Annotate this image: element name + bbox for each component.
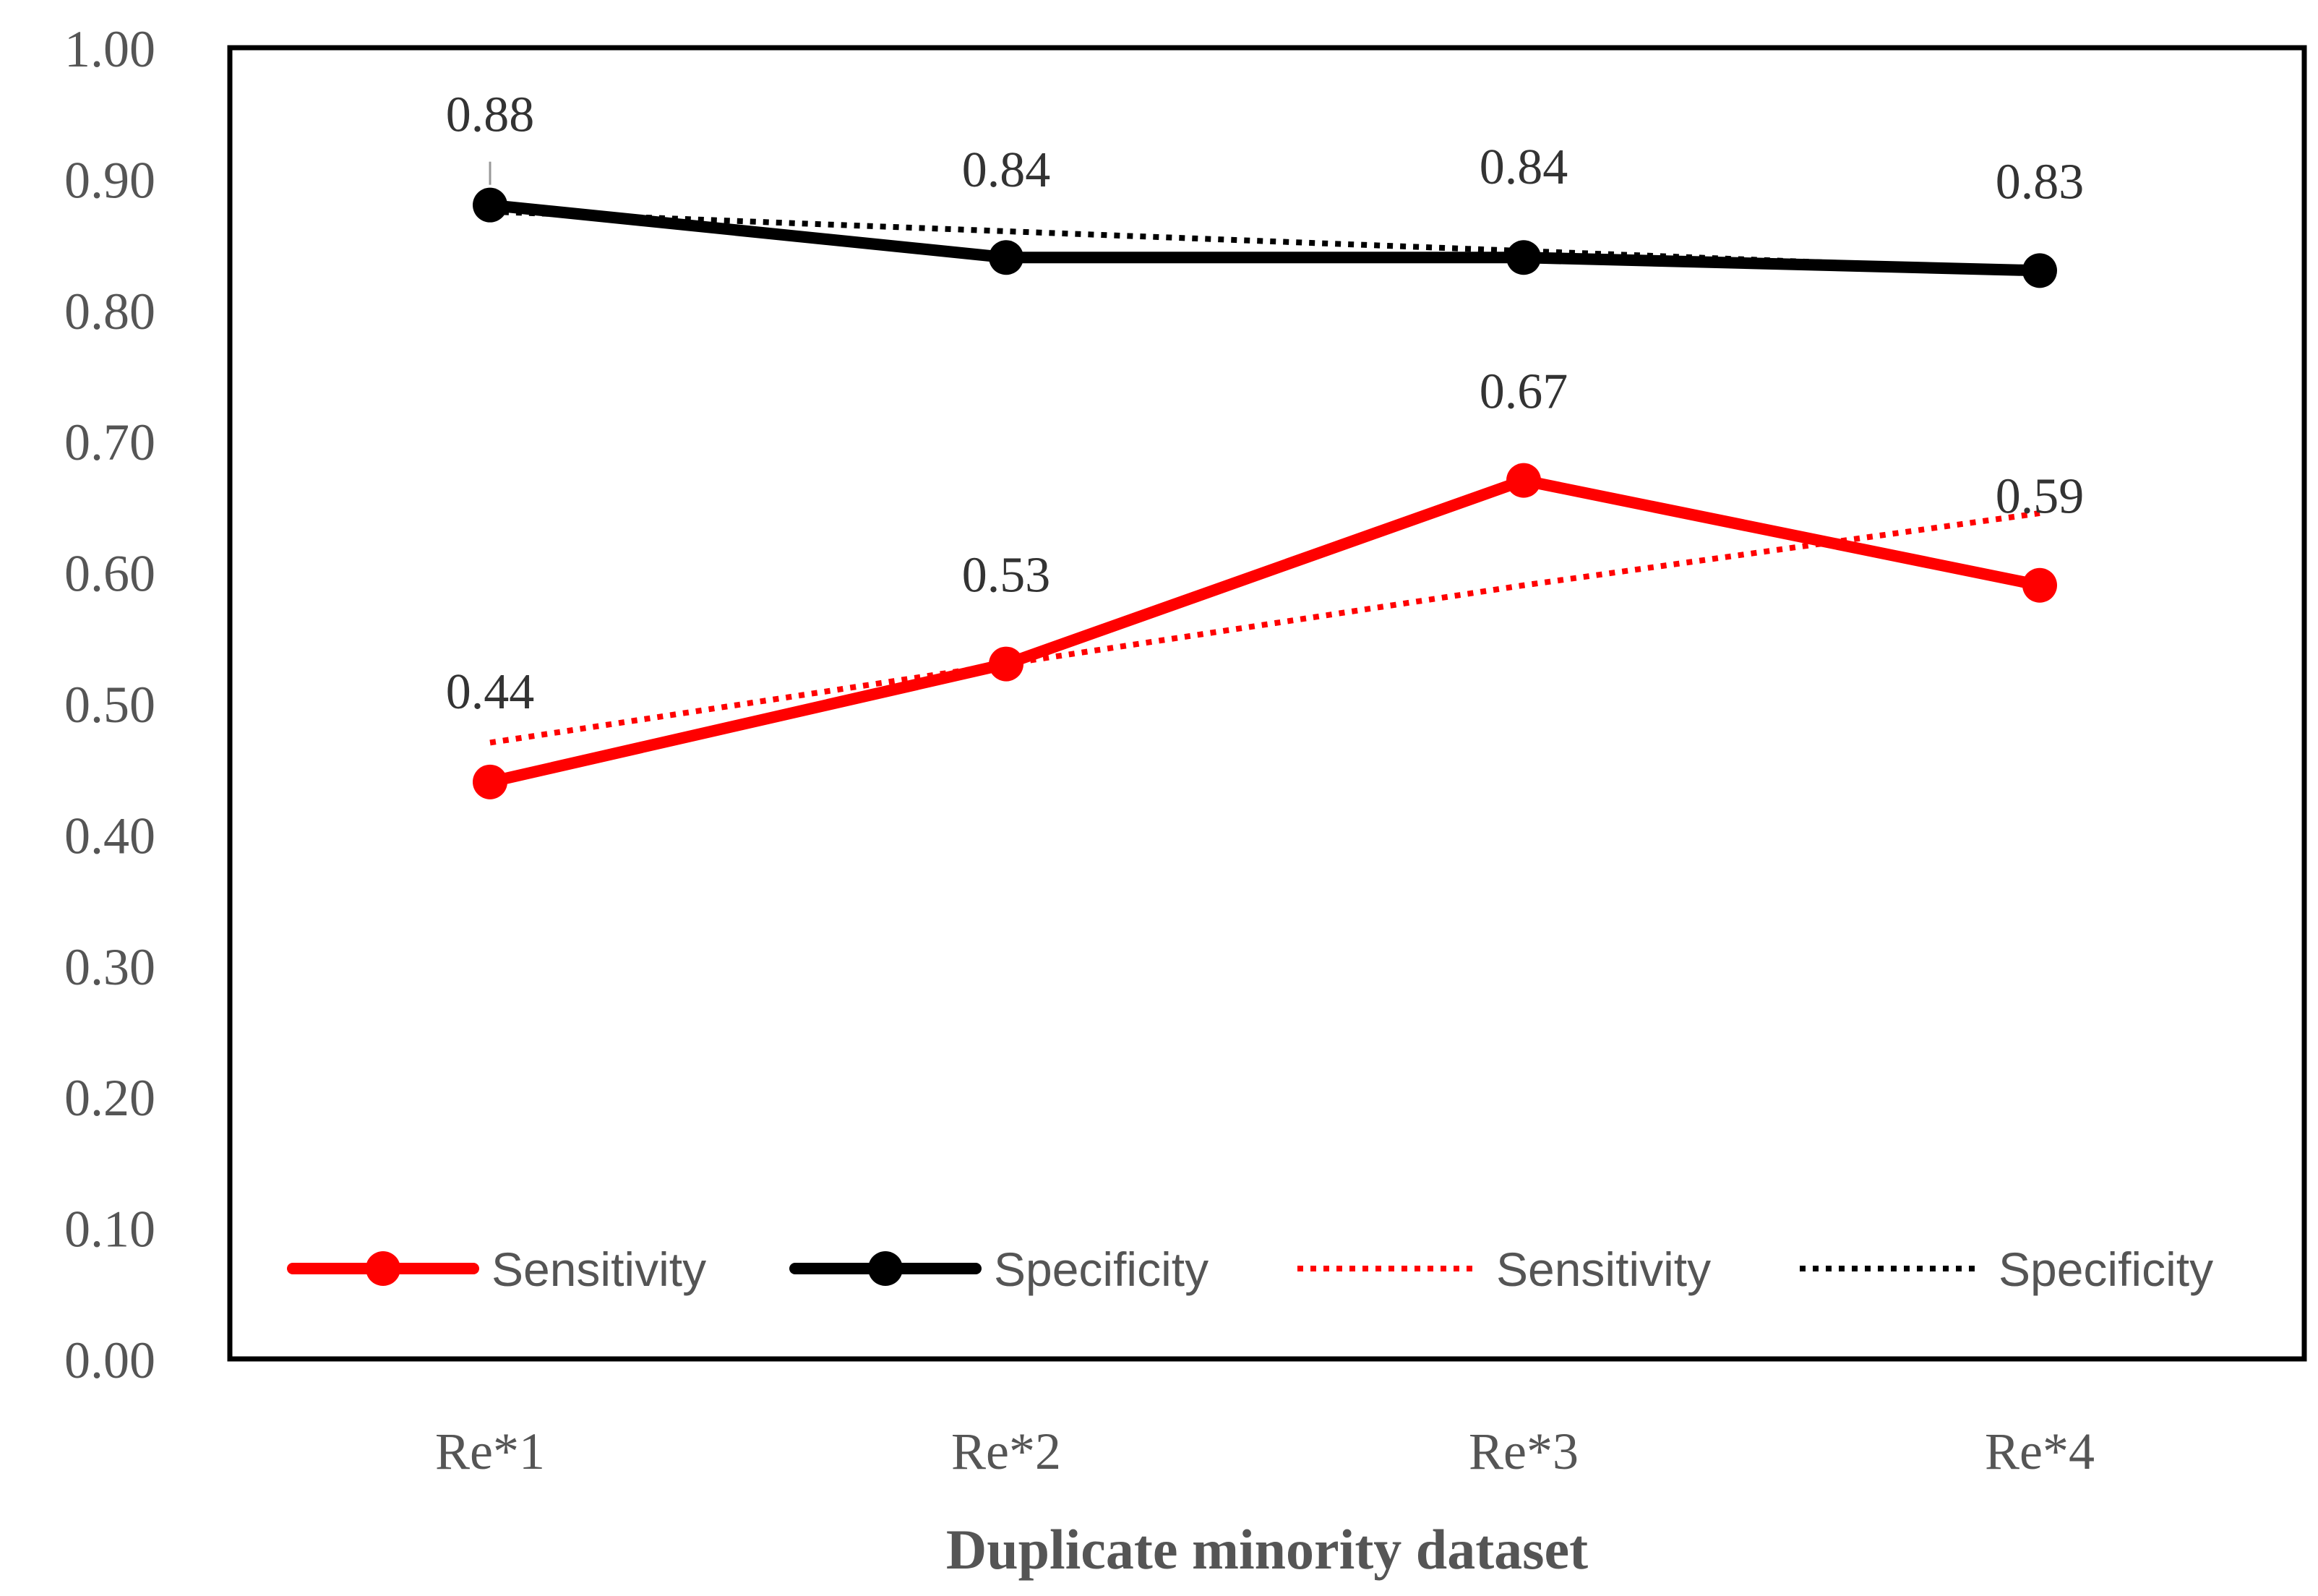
sensitivity-series-line — [484, 474, 2046, 788]
y-tick-label: 0.20 — [64, 1069, 155, 1127]
specificity-data-point — [473, 187, 507, 223]
specificity-data-point — [2022, 253, 2057, 288]
legend-label-sensitivity-trendline: Sensitivity — [1496, 1243, 1711, 1296]
y-tick-label: 0.60 — [64, 545, 155, 603]
specificity-series-line — [484, 199, 2046, 277]
legend-label-specificity: Specificity — [994, 1243, 1209, 1296]
specificity-data-label: 0.84 — [962, 142, 1051, 198]
y-tick-label: 0.70 — [64, 413, 155, 471]
legend-marker-sensitivity — [366, 1251, 400, 1286]
x-tick-label: Re*3 — [1469, 1423, 1579, 1480]
y-tick-label: 0.30 — [64, 938, 155, 996]
legend-marker-specificity — [868, 1251, 903, 1286]
y-tick-label: 0.50 — [64, 676, 155, 734]
y-tick-label: 1.00 — [64, 20, 155, 78]
specificity-data-point — [1506, 240, 1541, 275]
specificity-data-label: 0.88 — [446, 87, 535, 143]
specificity-data-point — [989, 240, 1023, 275]
x-tick-label: Re*1 — [435, 1423, 545, 1480]
sensitivity-data-label: 0.44 — [446, 664, 535, 720]
specificity-data-label: 0.84 — [1480, 140, 1568, 195]
y-tick-label: 0.00 — [64, 1331, 155, 1389]
y-tick-label: 0.80 — [64, 283, 155, 340]
sensitivity-trendline — [489, 510, 2040, 746]
x-tick-label: Re*4 — [1985, 1423, 2095, 1480]
x-tick-label: Re*2 — [951, 1423, 1061, 1480]
y-tick-label: 0.90 — [64, 151, 155, 209]
plot-area-frame — [227, 45, 2307, 1362]
sensitivity-data-point — [473, 764, 507, 799]
sensitivity-data-point — [2022, 567, 2057, 603]
sensitivity-data-point — [989, 646, 1023, 682]
specificity-data-label: 0.83 — [1996, 154, 2085, 210]
legend-label-sensitivity: Sensitivity — [491, 1243, 706, 1296]
sensitivity-data-point — [1506, 463, 1541, 498]
x-axis-title: Duplicate minority dataset — [946, 1518, 1588, 1581]
sensitivity-data-label: 0.59 — [1996, 469, 2085, 525]
sensitivity-data-label: 0.53 — [962, 548, 1051, 604]
y-tick-label: 0.10 — [64, 1201, 155, 1258]
legend-label-specificity-trendline: Specificity — [1999, 1243, 2213, 1296]
y-tick-label: 0.40 — [64, 807, 155, 864]
sensitivity-data-label: 0.67 — [1480, 364, 1568, 420]
